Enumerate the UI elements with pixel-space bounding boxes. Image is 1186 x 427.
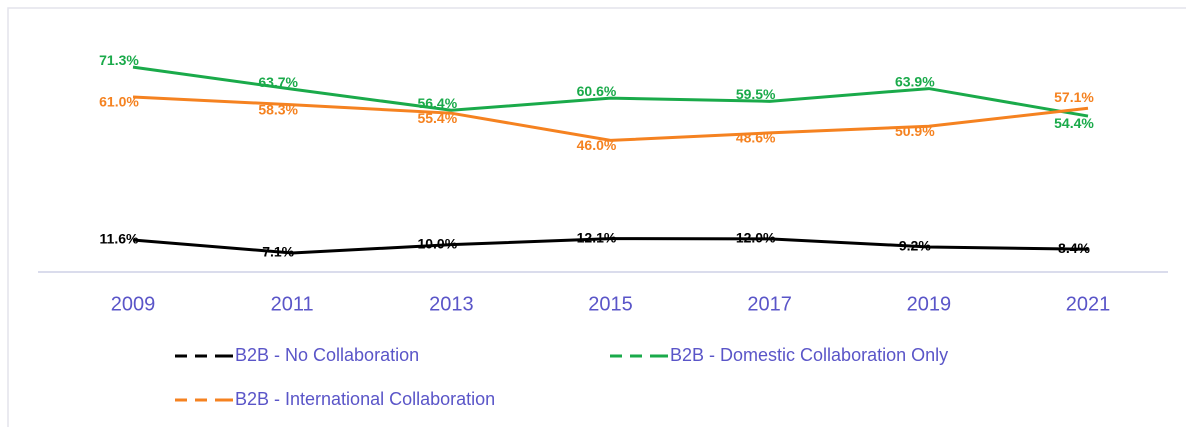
data-label: 63.7%	[258, 74, 298, 90]
frame	[7, 7, 1186, 427]
data-label: 60.6%	[577, 83, 617, 99]
x-tick-label: 2015	[588, 293, 633, 315]
legend-label: B2B - No Collaboration	[235, 345, 419, 365]
x-tick-label: 2019	[907, 293, 952, 315]
data-label: 46.0%	[577, 137, 617, 153]
legend-label: B2B - International Collaboration	[235, 389, 495, 409]
data-label: 7.1%	[262, 244, 294, 260]
data-label: 48.6%	[736, 130, 776, 146]
data-label: 61.0%	[99, 94, 139, 110]
x-tick-label: 2009	[111, 293, 156, 315]
data-label: 63.9%	[895, 73, 935, 89]
x-tick-label: 2021	[1066, 293, 1111, 315]
legend-label: B2B - Domestic Collaboration Only	[670, 345, 948, 365]
x-tick-label: 2011	[271, 293, 314, 315]
data-label: 9.2%	[899, 238, 931, 254]
x-tick-label: 2017	[747, 293, 792, 315]
data-label: 55.4%	[417, 110, 457, 126]
series-line	[132, 95, 1089, 142]
data-label: 50.9%	[895, 123, 935, 139]
data-label: 12.1%	[577, 229, 617, 245]
data-label: 59.5%	[736, 86, 776, 102]
data-label: 10.0%	[417, 235, 457, 251]
data-label: 56.4%	[417, 95, 457, 111]
data-label: 71.3%	[99, 52, 139, 68]
series-line	[132, 237, 1089, 255]
data-label: 54.4%	[1054, 115, 1094, 131]
x-tick-label: 2013	[429, 293, 474, 315]
data-label: 8.4%	[1058, 240, 1090, 256]
series-line	[132, 65, 1089, 118]
data-label: 58.3%	[258, 101, 298, 117]
data-label: 11.6%	[100, 231, 139, 247]
data-label: 57.1%	[1054, 89, 1094, 105]
data-label: 12.0%	[736, 230, 776, 246]
